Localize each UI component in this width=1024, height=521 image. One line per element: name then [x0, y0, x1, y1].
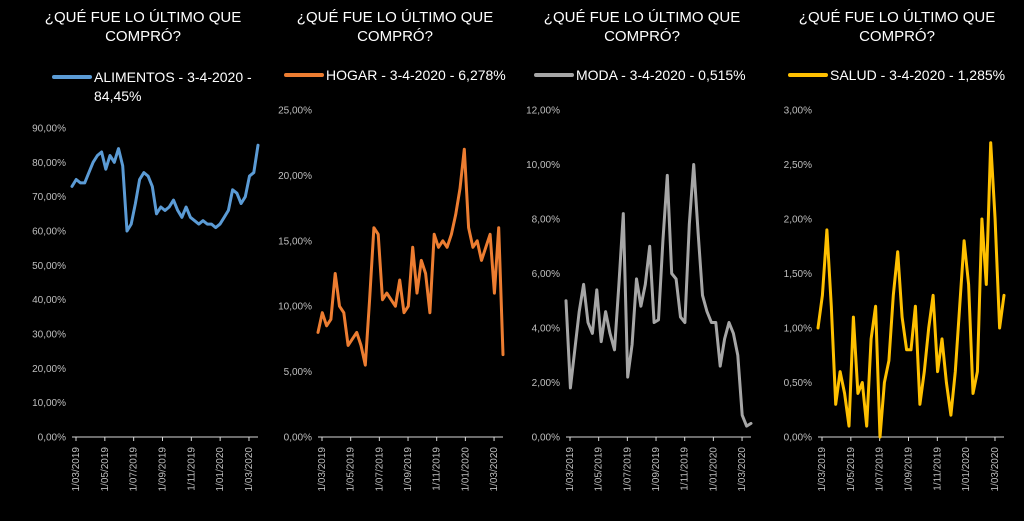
chart-panel: ¿QUÉ FUE LO ÚLTIMO QUE COMPRÓ? HOGAR - 3-4…	[278, 9, 506, 492]
y-tick-label: 2,50%	[784, 160, 812, 171]
y-tick-label: 1,50%	[784, 269, 812, 280]
y-tick-label: 5,00%	[284, 367, 312, 378]
y-tick-label: 0,00%	[38, 433, 66, 444]
y-tick-label: 10,00%	[278, 302, 312, 313]
chart-title-line-1: ¿QUÉ FUE LO ÚLTIMO QUE	[544, 9, 740, 26]
x-tick-label: 1/07/2019	[129, 447, 140, 492]
y-tick-label: 30,00%	[32, 330, 66, 341]
y-tick-label: 10,00%	[526, 160, 560, 171]
x-tick-label: 1/05/2019	[846, 447, 857, 492]
x-tick-label: 1/03/2020	[489, 447, 500, 492]
y-tick-label: 15,00%	[278, 236, 312, 247]
y-tick-label: 0,00%	[284, 433, 312, 444]
y-tick-label: 12,00%	[526, 106, 560, 117]
x-tick-label: 1/03/2020	[737, 447, 748, 492]
chart-title-line-1: ¿QUÉ FUE LO ÚLTIMO QUE	[297, 9, 493, 26]
x-tick-label: 1/07/2019	[875, 447, 886, 492]
x-tick-label: 1/07/2019	[622, 447, 633, 492]
x-tick-label: 1/03/2020	[244, 447, 255, 492]
y-tick-label: 10,00%	[32, 398, 66, 409]
y-tick-label: 4,00%	[532, 324, 560, 335]
legend-label: MODA - 3-4-2020 - 0,515%	[576, 67, 746, 83]
chart-panel: ¿QUÉ FUE LO ÚLTIMO QUE COMPRÓ? SALUD - 3-4…	[784, 9, 1006, 492]
legend-label: SALUD - 3-4-2020 - 1,285%	[830, 67, 1005, 83]
x-tick-label: 1/09/2019	[651, 447, 662, 492]
x-tick-label: 1/01/2020	[215, 447, 226, 492]
y-tick-label: 6,00%	[532, 269, 560, 280]
series-line	[70, 143, 260, 233]
x-tick-label: 1/03/2019	[71, 447, 82, 492]
x-tick-label: 1/09/2019	[157, 447, 168, 492]
y-tick-label: 2,00%	[532, 378, 560, 389]
x-tick-label: 1/11/2019	[680, 447, 691, 491]
y-tick-label: 1,00%	[784, 324, 812, 335]
chart-panel: ¿QUÉ FUE LO ÚLTIMO QUE COMPRÓ? MODA - 3-4-…	[526, 9, 753, 492]
x-tick-label: 1/09/2019	[903, 447, 914, 492]
y-tick-label: 3,00%	[784, 106, 812, 117]
chart-title-line-2: COMPRÓ?	[357, 28, 433, 45]
x-tick-label: 1/11/2019	[432, 447, 443, 491]
series-line	[816, 141, 1006, 439]
legend-label-cont: 84,45%	[94, 88, 141, 104]
y-tick-label: 8,00%	[532, 215, 560, 226]
chart-title-line-2: COMPRÓ?	[859, 28, 935, 45]
y-tick-label: 25,00%	[278, 106, 312, 117]
y-tick-label: 0,00%	[784, 433, 812, 444]
x-tick-label: 1/07/2019	[374, 447, 385, 492]
legend-label: ALIMENTOS - 3-4-2020 -	[94, 69, 252, 85]
series-line	[316, 147, 505, 367]
y-tick-label: 0,50%	[784, 378, 812, 389]
legend-label: HOGAR - 3-4-2020 - 6,278%	[326, 67, 506, 83]
x-tick-label: 1/09/2019	[403, 447, 414, 492]
y-tick-label: 20,00%	[32, 364, 66, 375]
y-tick-label: 40,00%	[32, 295, 66, 306]
x-tick-label: 1/03/2019	[565, 447, 576, 492]
y-tick-label: 50,00%	[32, 261, 66, 272]
x-tick-label: 1/11/2019	[186, 447, 197, 491]
series-line	[564, 163, 753, 428]
y-tick-label: 70,00%	[32, 192, 66, 203]
x-tick-label: 1/05/2019	[100, 447, 111, 492]
x-tick-label: 1/01/2020	[460, 447, 471, 492]
y-tick-label: 90,00%	[32, 124, 66, 135]
y-tick-label: 0,00%	[532, 433, 560, 444]
y-tick-label: 20,00%	[278, 171, 312, 182]
chart-panel: ¿QUÉ FUE LO ÚLTIMO QUE COMPRÓ? ALIMENTOS -…	[32, 9, 260, 492]
chart-title-line-2: COMPRÓ?	[105, 28, 181, 45]
x-tick-label: 1/03/2020	[990, 447, 1001, 492]
x-tick-label: 1/05/2019	[594, 447, 605, 492]
x-tick-label: 1/03/2019	[317, 447, 328, 492]
y-tick-label: 80,00%	[32, 158, 66, 169]
x-tick-label: 1/11/2019	[932, 447, 943, 491]
y-tick-label: 60,00%	[32, 227, 66, 238]
x-tick-label: 1/01/2020	[961, 447, 972, 492]
x-tick-label: 1/03/2019	[817, 447, 828, 492]
chart-title-line-1: ¿QUÉ FUE LO ÚLTIMO QUE	[45, 9, 241, 26]
y-tick-label: 2,00%	[784, 215, 812, 226]
x-tick-label: 1/05/2019	[346, 447, 357, 492]
chart-title-line-2: COMPRÓ?	[604, 28, 680, 45]
x-tick-label: 1/01/2020	[708, 447, 719, 492]
chart-title-line-1: ¿QUÉ FUE LO ÚLTIMO QUE	[799, 9, 995, 26]
